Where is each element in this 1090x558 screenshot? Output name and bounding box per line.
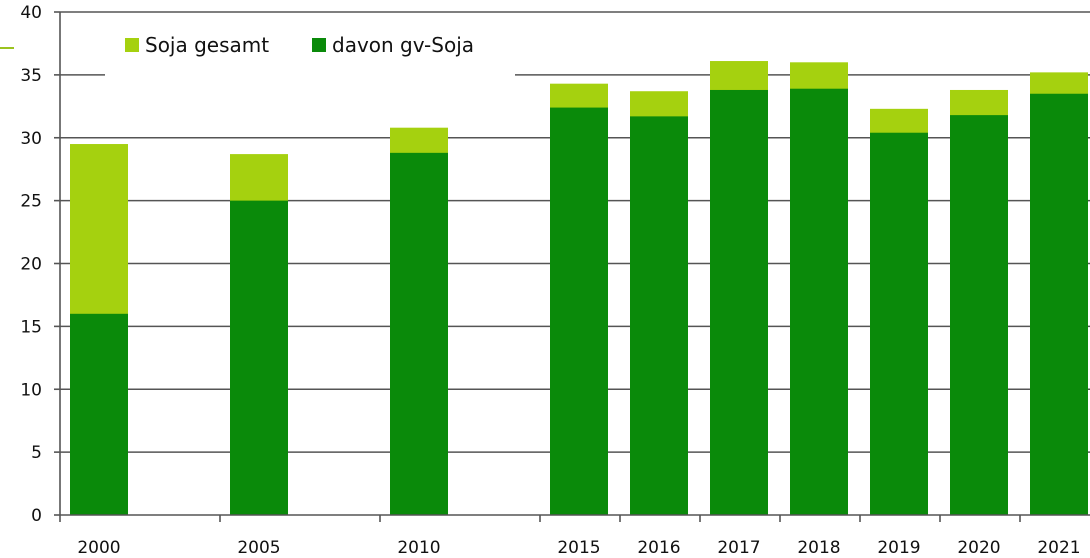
x-tick-label-2019: 2019 — [877, 538, 920, 558]
legend: Soja gesamt davon gv-Soja — [105, 26, 515, 100]
legend-swatch-davon-gv-soja — [312, 38, 326, 52]
bar-gv-soja-2020 — [950, 115, 1008, 516]
y-tick-label-15: 15 — [20, 317, 42, 337]
y-tick-label-30: 30 — [20, 129, 42, 149]
y-tick-label-0: 0 — [31, 506, 42, 526]
x-tick-label-2010: 2010 — [397, 538, 440, 558]
bar-gv-soja-2021 — [1030, 93, 1088, 516]
x-tick-label-2017: 2017 — [717, 538, 760, 558]
y-tick-label-35: 35 — [20, 66, 42, 86]
legend-label-davon-gv-soja: davon gv-Soja — [332, 33, 474, 57]
y-tick-label-10: 10 — [20, 380, 42, 400]
bar-gv-soja-2016 — [630, 116, 688, 515]
y-tick-label-40: 40 — [20, 3, 42, 23]
legend-label-soja-gesamt: Soja gesamt — [145, 33, 269, 57]
x-tick-label-2005: 2005 — [237, 538, 280, 558]
y-tick-label-20: 20 — [20, 255, 42, 275]
bar-gv-soja-2019 — [870, 132, 928, 515]
y-tick-label-25: 25 — [20, 192, 42, 212]
x-tick-label-2000: 2000 — [77, 538, 120, 558]
y-tick-label-5: 5 — [31, 443, 42, 463]
bars — [70, 61, 1088, 516]
axes — [0, 11, 1090, 522]
x-tick-label-2021: 2021 — [1037, 538, 1080, 558]
x-tick-label-2018: 2018 — [797, 538, 840, 558]
x-tick-label-2020: 2020 — [957, 538, 1000, 558]
bar-gv-soja-2000 — [70, 313, 128, 515]
x-tick-label-2015: 2015 — [557, 538, 600, 558]
x-tick-label-2016: 2016 — [637, 538, 680, 558]
y-tick-labels: 0 5 10 15 20 25 30 35 40 — [20, 3, 42, 526]
x-tick-labels: 2000 2005 2010 2015 2016 2017 2018 2019 2020 2021 — [77, 538, 1080, 558]
bar-gv-soja-2017 — [710, 89, 768, 515]
legend-swatch-soja-gesamt — [125, 38, 139, 52]
legend-background — [105, 26, 515, 100]
bar-gv-soja-2015 — [550, 107, 608, 515]
bar-gv-soja-2010 — [390, 152, 448, 515]
bar-gv-soja-2005 — [230, 200, 288, 515]
bar-gv-soja-2018 — [790, 88, 848, 516]
